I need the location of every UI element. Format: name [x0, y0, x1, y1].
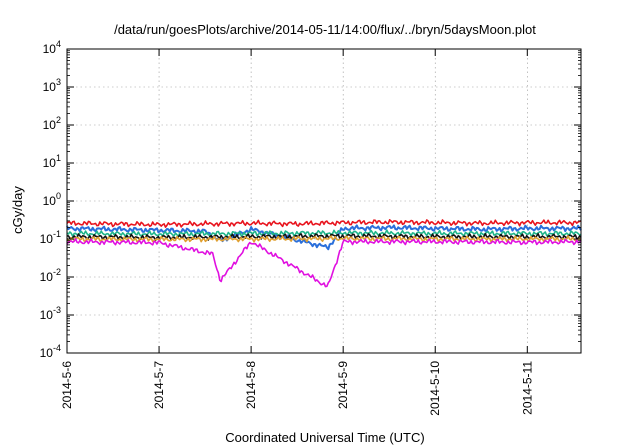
- y-tick-label: 102: [43, 115, 61, 132]
- series-line-5: [66, 235, 582, 243]
- y-axis-label: cGy/day: [10, 186, 25, 234]
- y-tick-label: 10-4: [40, 343, 61, 360]
- y-tick-label: 100: [43, 191, 61, 208]
- x-tick-label: 2014-5-11: [520, 361, 534, 415]
- y-tick-label: 10-1: [40, 229, 61, 246]
- series-line-2: [66, 224, 582, 251]
- y-tick-label: 101: [43, 153, 61, 170]
- series-line-6: [66, 238, 582, 288]
- series-layer: [66, 219, 582, 288]
- series-line-1: [66, 219, 582, 228]
- x-tick-label: 2014-5-10: [428, 361, 442, 416]
- x-tick-label: 2014-5-7: [152, 361, 166, 409]
- y-tick-label: 10-3: [40, 305, 61, 322]
- y-tick-label: 103: [43, 77, 61, 94]
- y-axis: 10-4 10-3 10-2 10-1 100 101 102 103 104: [40, 39, 581, 360]
- series-line-3: [66, 229, 582, 238]
- x-tick-label: 2014-5-9: [336, 361, 350, 409]
- chart-title: /data/run/goesPlots/archive/2014-05-11/1…: [114, 22, 536, 37]
- x-axis: 2014-5-6 2014-5-7 2014-5-8 2014-5-9 2014-5-1…: [60, 49, 534, 416]
- y-tick-label: 104: [43, 39, 61, 56]
- x-tick-label: 2014-5-6: [60, 361, 74, 409]
- x-tick-label: 2014-5-8: [244, 361, 258, 409]
- x-axis-label: Coordinated Universal Time (UTC): [225, 430, 424, 445]
- y-tick-label: 10-2: [40, 267, 61, 284]
